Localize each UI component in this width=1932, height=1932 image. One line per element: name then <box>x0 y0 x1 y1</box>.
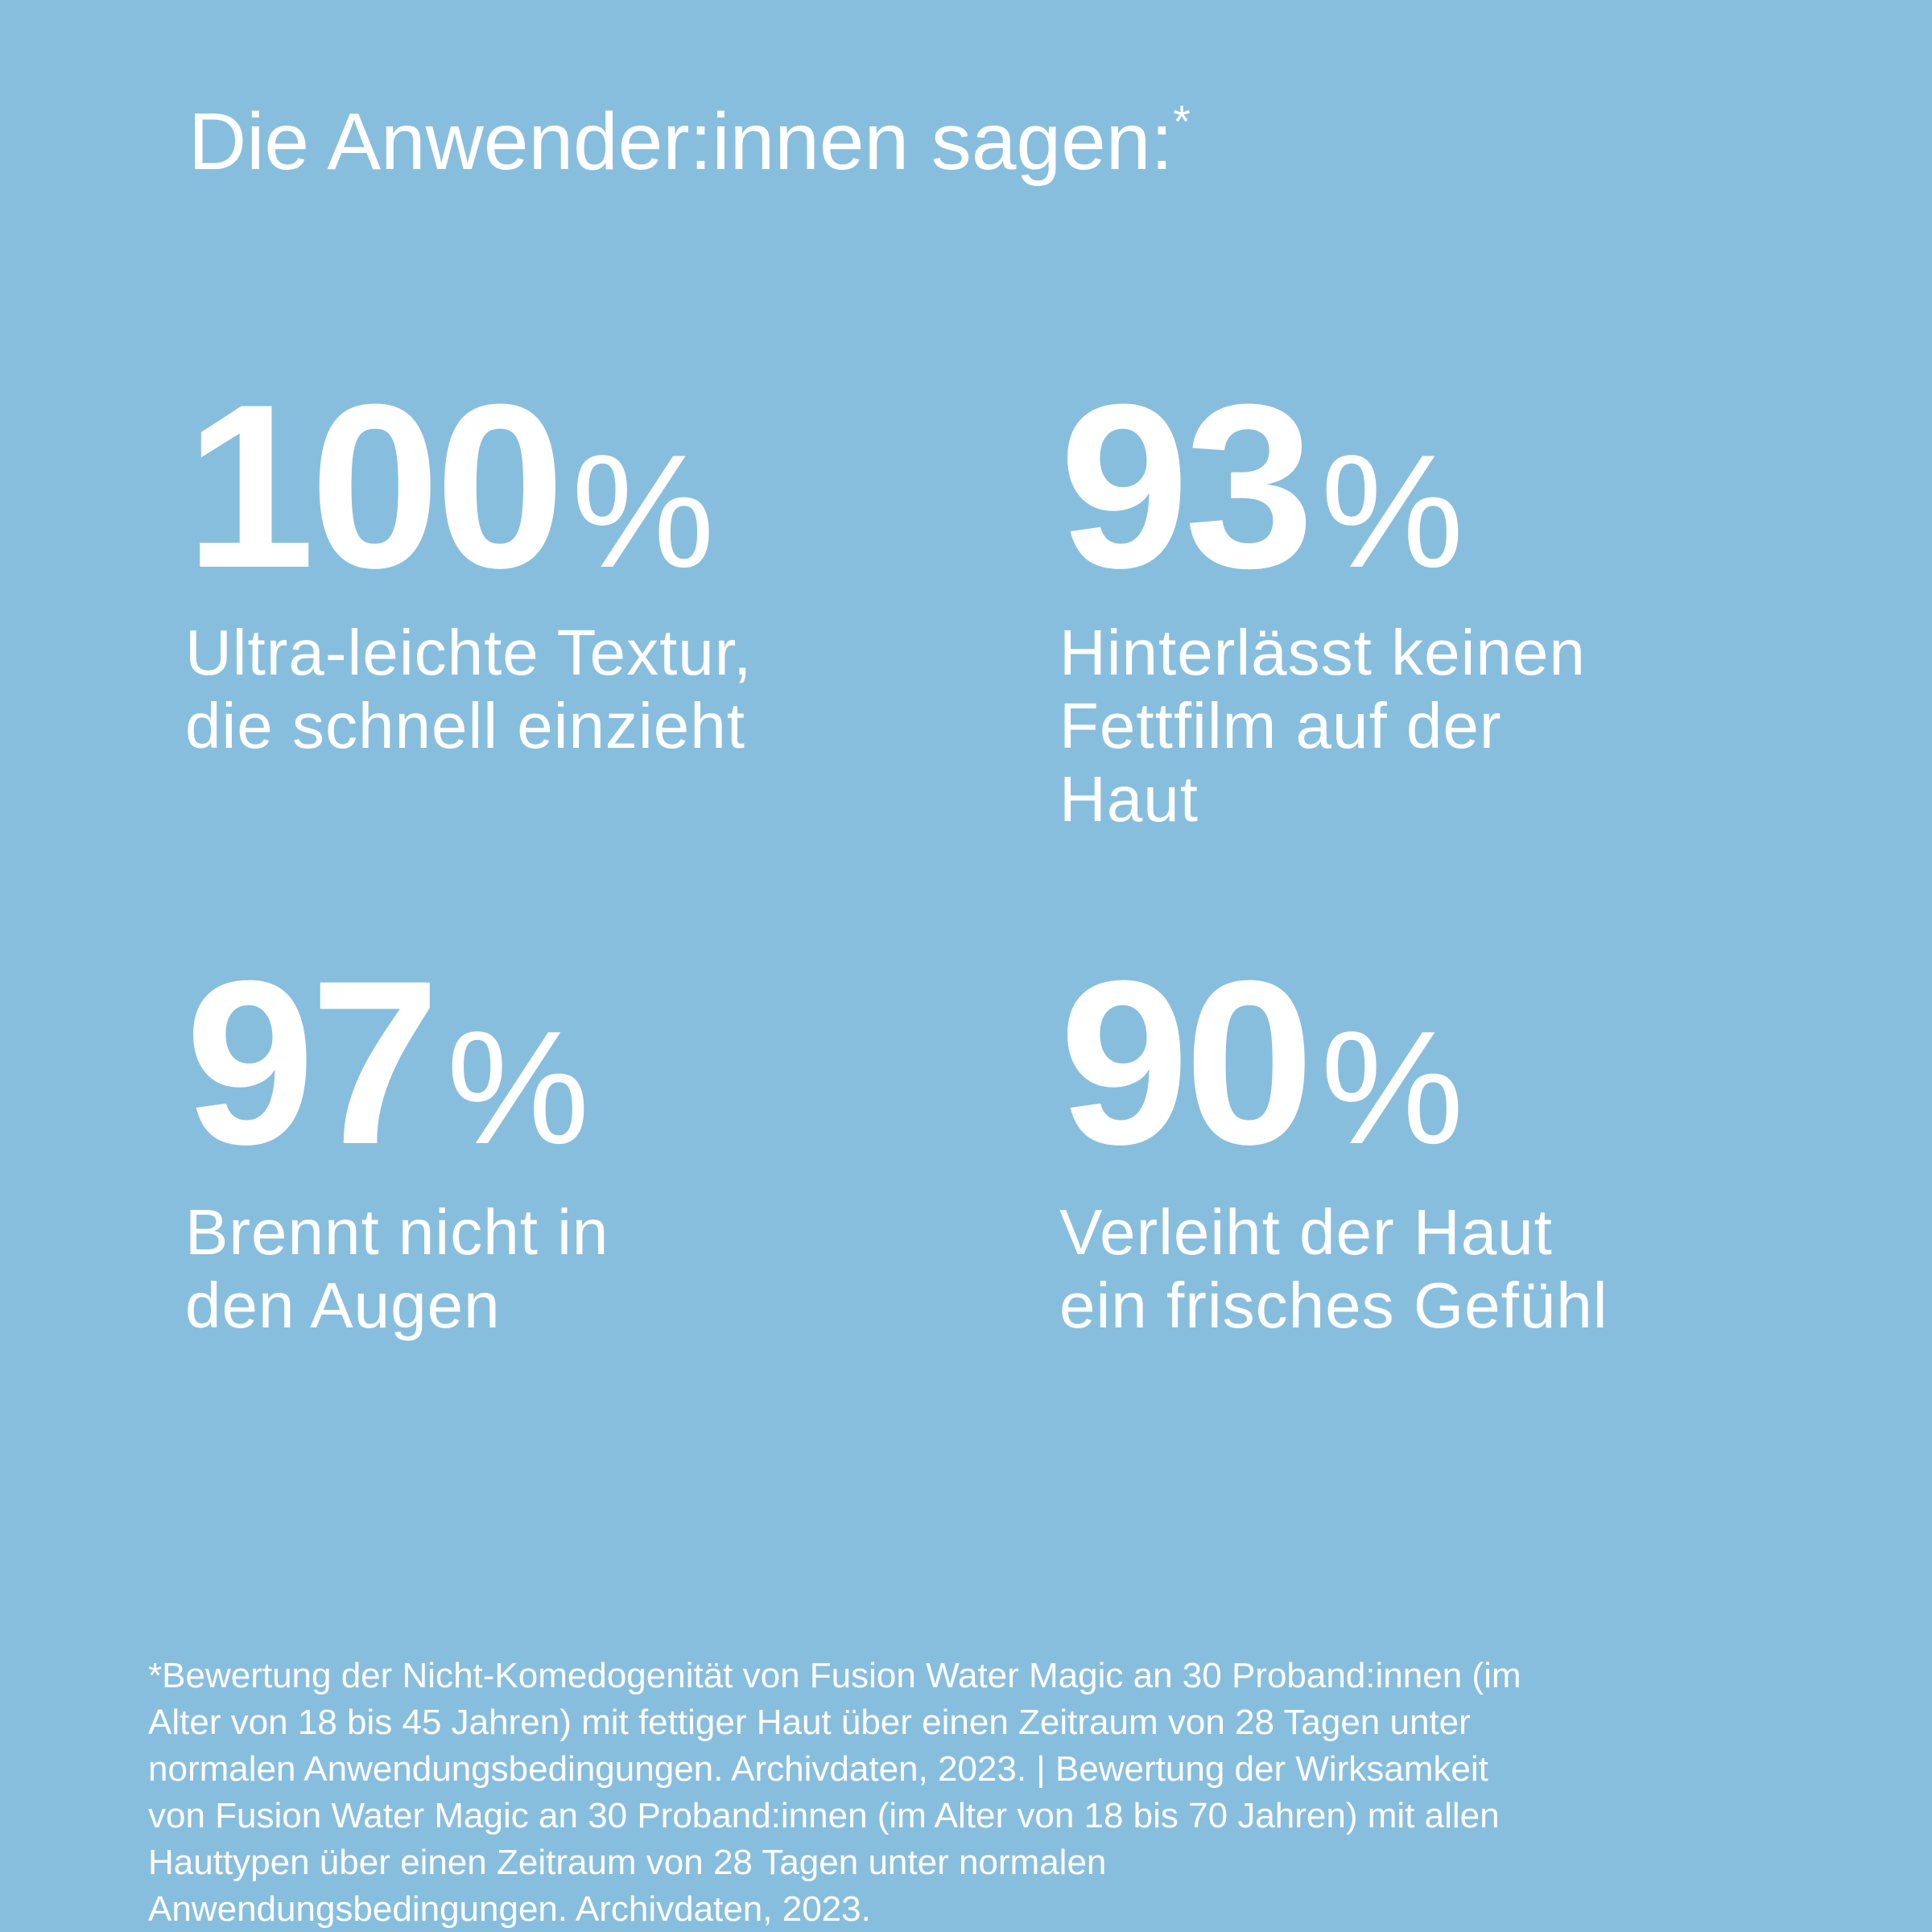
stat-description: die schnell einzieht <box>185 690 745 762</box>
stat-description: Fettfilm auf der <box>1059 690 1502 762</box>
title-text: Die Anwender:innen sagen: <box>188 97 1173 187</box>
stat-unit: % <box>572 422 715 601</box>
stat-number: 93 <box>1059 356 1310 617</box>
title-mark: * <box>1173 96 1191 147</box>
stat-figure: 90% <box>1059 932 1463 1193</box>
title: Die Anwender:innen sagen:* <box>188 96 1191 187</box>
stat-figure: 100% <box>185 356 715 617</box>
footnote-line: Anwendungsbedingungen. Archivdaten, 2023… <box>148 1889 871 1929</box>
stat-number: 97 <box>185 932 436 1193</box>
footnote-line: normalen Anwendungsbedingungen. Archivda… <box>148 1749 1488 1789</box>
stat-number: 100 <box>185 356 560 617</box>
stat-figure: 97% <box>185 932 589 1193</box>
stat-number: 90 <box>1059 932 1310 1193</box>
stat-description: Haut <box>1059 763 1199 835</box>
stat-description: Ultra-leichte Textur, <box>185 617 752 688</box>
stat-description: Hinterlässt keinen <box>1059 617 1586 688</box>
footnote-line: Hauttypen über einen Zeitraum von 28 Tag… <box>148 1843 1106 1882</box>
stat-description: den Augen <box>185 1269 501 1341</box>
footnote-line: von Fusion Water Magic an 30 Proband:inn… <box>148 1796 1500 1835</box>
stat-description: Verleiht der Haut <box>1059 1196 1553 1268</box>
stat-unit: % <box>1321 998 1464 1178</box>
stat-description: ein frisches Gefühl <box>1059 1269 1608 1341</box>
stat-description: Brennt nicht in <box>185 1196 609 1268</box>
stat-figure: 93% <box>1059 356 1463 617</box>
stat-unit: % <box>1321 422 1464 601</box>
footnote-line: Alter von 18 bis 45 Jahren) mit fettiger… <box>148 1703 1471 1742</box>
stat-unit: % <box>447 998 590 1178</box>
footnote-line: *Bewertung der Nicht-Komedogenität von F… <box>148 1656 1521 1695</box>
